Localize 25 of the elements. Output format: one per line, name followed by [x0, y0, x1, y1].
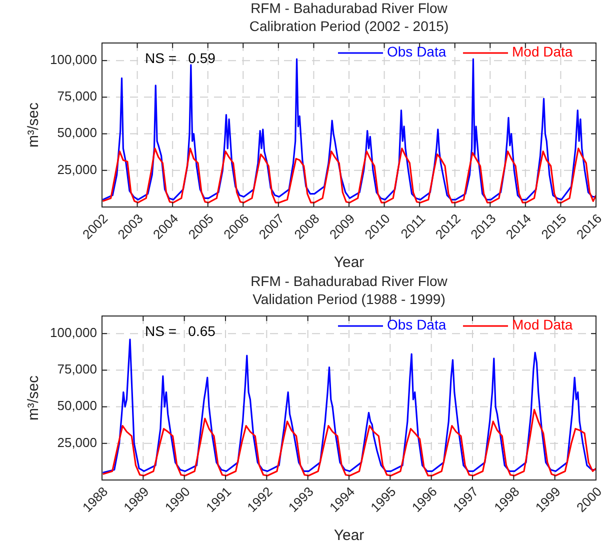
- y-tick-label: 25,000: [57, 162, 97, 177]
- text: Mod Data: [512, 316, 573, 333]
- line-series: [102, 408, 596, 476]
- line-series: [102, 338, 596, 474]
- x-axis-title: Year: [334, 527, 364, 544]
- y-tick-label: 25,000: [57, 434, 97, 450]
- text: Obs Data: [387, 316, 446, 333]
- chart-subtitle: Validation Period (1988 - 1999): [252, 291, 446, 307]
- y-tick-label: 75,000: [57, 88, 97, 104]
- chart-title: RFM - Bahadurabad River Flow: [250, 273, 448, 289]
- y-axis-title: m³/sec: [25, 375, 42, 420]
- y-tick-label: 75,000: [57, 362, 97, 377]
- annotation: NS = 0.59: [145, 50, 216, 66]
- x-axis-title: Year: [334, 254, 364, 271]
- y-axis-title: m³/sec: [25, 102, 42, 148]
- annotation: NS = 0.65: [145, 323, 216, 339]
- y-tick-label: 100,000: [50, 52, 97, 68]
- y-tick-label: 50,000: [57, 125, 97, 140]
- legend-label: Mod Data: [512, 44, 573, 60]
- chart-subtitle: Calibration Period (2002 - 2015): [249, 18, 449, 34]
- y-tick-label: 100,000: [50, 325, 97, 340]
- chart-title: RFM - Bahadurabad River Flow: [250, 0, 448, 16]
- y-tick-label: 50,000: [57, 398, 97, 414]
- line-series: [102, 148, 596, 204]
- series-label: Obs Data: [387, 44, 446, 60]
